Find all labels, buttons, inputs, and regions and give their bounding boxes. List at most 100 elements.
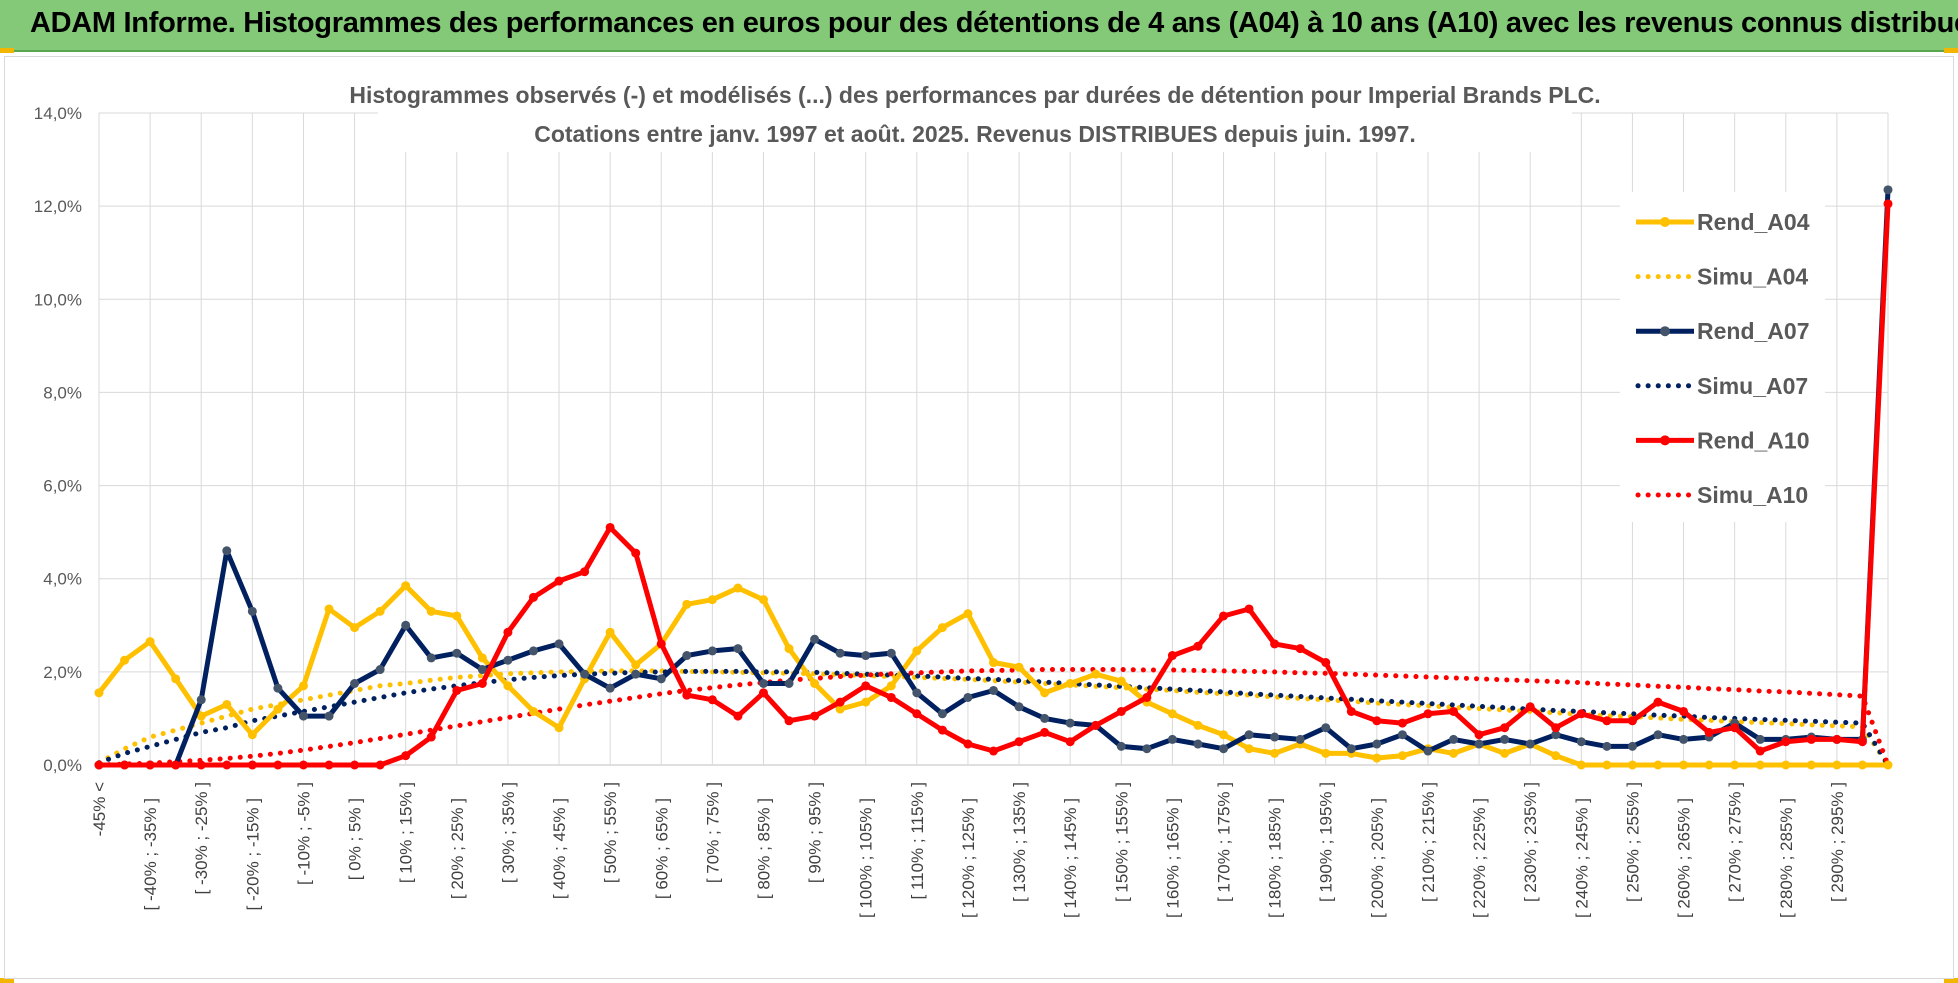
x-tick-label: [ 170% ; 175% ] [1215,782,1234,902]
data-point-rend-a07 [1065,718,1075,728]
data-point-rend-a04 [1806,760,1816,770]
data-point-rend-a07 [937,709,947,719]
data-point-rend-a07 [835,648,845,658]
x-tick-label: [ 230% ; 235% ] [1521,782,1540,902]
data-point-rend-a07 [1883,185,1893,195]
data-point-rend-a07 [350,679,360,688]
data-point-rend-a07 [758,679,768,688]
data-point-rend-a04 [1193,720,1203,730]
data-point-rend-a04 [937,623,947,633]
data-point-rend-a04 [1372,753,1382,763]
data-point-rend-a10 [350,760,360,770]
data-point-rend-a10 [401,751,411,761]
data-point-rend-a07 [1040,713,1050,723]
data-point-rend-a07 [1014,702,1024,712]
data-point-rend-a04 [171,674,181,684]
data-point-rend-a07 [401,620,411,630]
data-point-rend-a04 [1857,760,1867,770]
data-point-rend-a07 [196,695,206,705]
x-tick-label: [ 150% ; 155% ] [1112,782,1131,902]
data-point-rend-a10 [1883,199,1893,209]
data-point-rend-a04 [1832,760,1842,770]
legend: Rend_A04 Simu_A04 Rend_A07 Simu_A07 Rend_A10… [1620,192,1825,522]
data-point-rend-a07 [1193,739,1203,749]
data-point-rend-a10 [835,697,845,707]
data-point-rend-a04 [1321,748,1331,758]
data-point-rend-a04 [1653,760,1663,770]
data-point-rend-a04 [886,681,896,691]
data-point-rend-a10 [1857,737,1867,747]
data-point-rend-a04 [810,679,820,688]
data-point-rend-a07 [1244,730,1254,740]
chart-title-box: Histogrammes observés (-) et modélisés (… [349,76,1601,152]
x-tick-label: [ 220% ; 225% ] [1470,798,1489,918]
data-point-rend-a04 [835,704,845,714]
y-tick-label: 8,0% [43,383,82,402]
x-tick-label: [ -10% ; -5% ] [294,782,313,885]
data-point-rend-a10 [937,725,947,735]
data-point-rend-a10 [656,639,666,649]
data-point-rend-a04 [989,658,998,668]
x-tick-label: [ -30% ; -25% ] [192,782,211,894]
data-point-rend-a04 [528,706,538,716]
data-point-rend-a10 [733,711,743,721]
data-point-rend-a07 [1525,739,1535,749]
data-point-rend-a10 [94,760,104,770]
data-point-rend-a04 [196,711,206,721]
data-point-rend-a10 [1397,718,1407,728]
data-point-rend-a04 [631,660,641,670]
data-point-rend-a10 [1372,716,1382,726]
data-point-rend-a07 [222,546,232,556]
data-point-rend-a04 [1704,760,1714,770]
legend-label-simu-a10: Simu_A10 [1697,482,1808,508]
data-point-rend-a10 [1449,706,1459,716]
x-tick-label: [ 280% ; 285% ] [1777,798,1796,918]
data-point-rend-a10 [324,760,334,770]
data-point-rend-a04 [758,595,768,605]
data-point-rend-a10 [1525,702,1535,712]
data-point-rend-a07 [1576,737,1586,747]
x-tick-label: -45% < [90,782,109,836]
data-point-rend-a10 [989,746,998,756]
data-point-rend-a04 [94,688,104,698]
legend-label-rend-a10: Rend_A10 [1697,427,1809,453]
data-point-rend-a07 [1372,739,1382,749]
corner-accent [1944,978,1958,983]
data-point-rend-a10 [528,592,538,602]
data-point-rend-a10 [1832,734,1842,744]
data-point-rend-a10 [912,709,922,719]
page-title: ADAM Informe. Histogrammes des performan… [30,7,1958,39]
data-point-rend-a07 [1602,741,1612,751]
data-point-rend-a04 [784,644,794,654]
data-point-rend-a10 [1500,723,1510,733]
x-tick-label: [ 0% ; 5% ] [346,798,365,880]
data-point-rend-a10 [1627,716,1637,726]
data-point-rend-a10 [1270,639,1280,649]
data-point-rend-a10 [605,522,615,532]
data-point-rend-a07 [324,711,334,721]
data-point-rend-a10 [1014,737,1024,747]
x-tick-label: [ 30% ; 35% ] [499,782,518,883]
data-point-rend-a10 [273,760,283,770]
x-tick-label: [ 210% ; 215% ] [1419,782,1438,902]
chart-title-background [378,76,1572,152]
x-tick-label: [ -20% ; -15% ] [243,798,262,910]
y-tick-label: 4,0% [43,570,82,589]
x-tick-label: [ 50% ; 55% ] [601,782,620,883]
data-point-rend-a04 [1116,676,1126,686]
data-point-rend-a04 [452,611,462,621]
data-point-rend-a07 [912,688,922,698]
data-point-rend-a07 [1627,741,1637,751]
x-tick-label: [ 60% ; 65% ] [652,798,671,899]
data-point-rend-a07 [1500,734,1510,744]
y-axis: 0,0% 2,0% 4,0% 6,0% 8,0% 10,0% 12,0% 14,0% [34,104,82,775]
data-point-rend-a04 [1449,748,1459,758]
data-point-rend-a04 [682,599,692,609]
data-point-rend-a04 [707,595,717,605]
header-bar: ADAM Informe. Histogrammes des performan… [0,0,1958,52]
series-group [94,185,1893,770]
x-tick-label: [ 120% ; 125% ] [959,798,978,918]
data-point-rend-a10 [1065,737,1075,747]
data-point-rend-a10 [1602,716,1612,726]
legend-label-rend-a07: Rend_A07 [1697,318,1809,344]
